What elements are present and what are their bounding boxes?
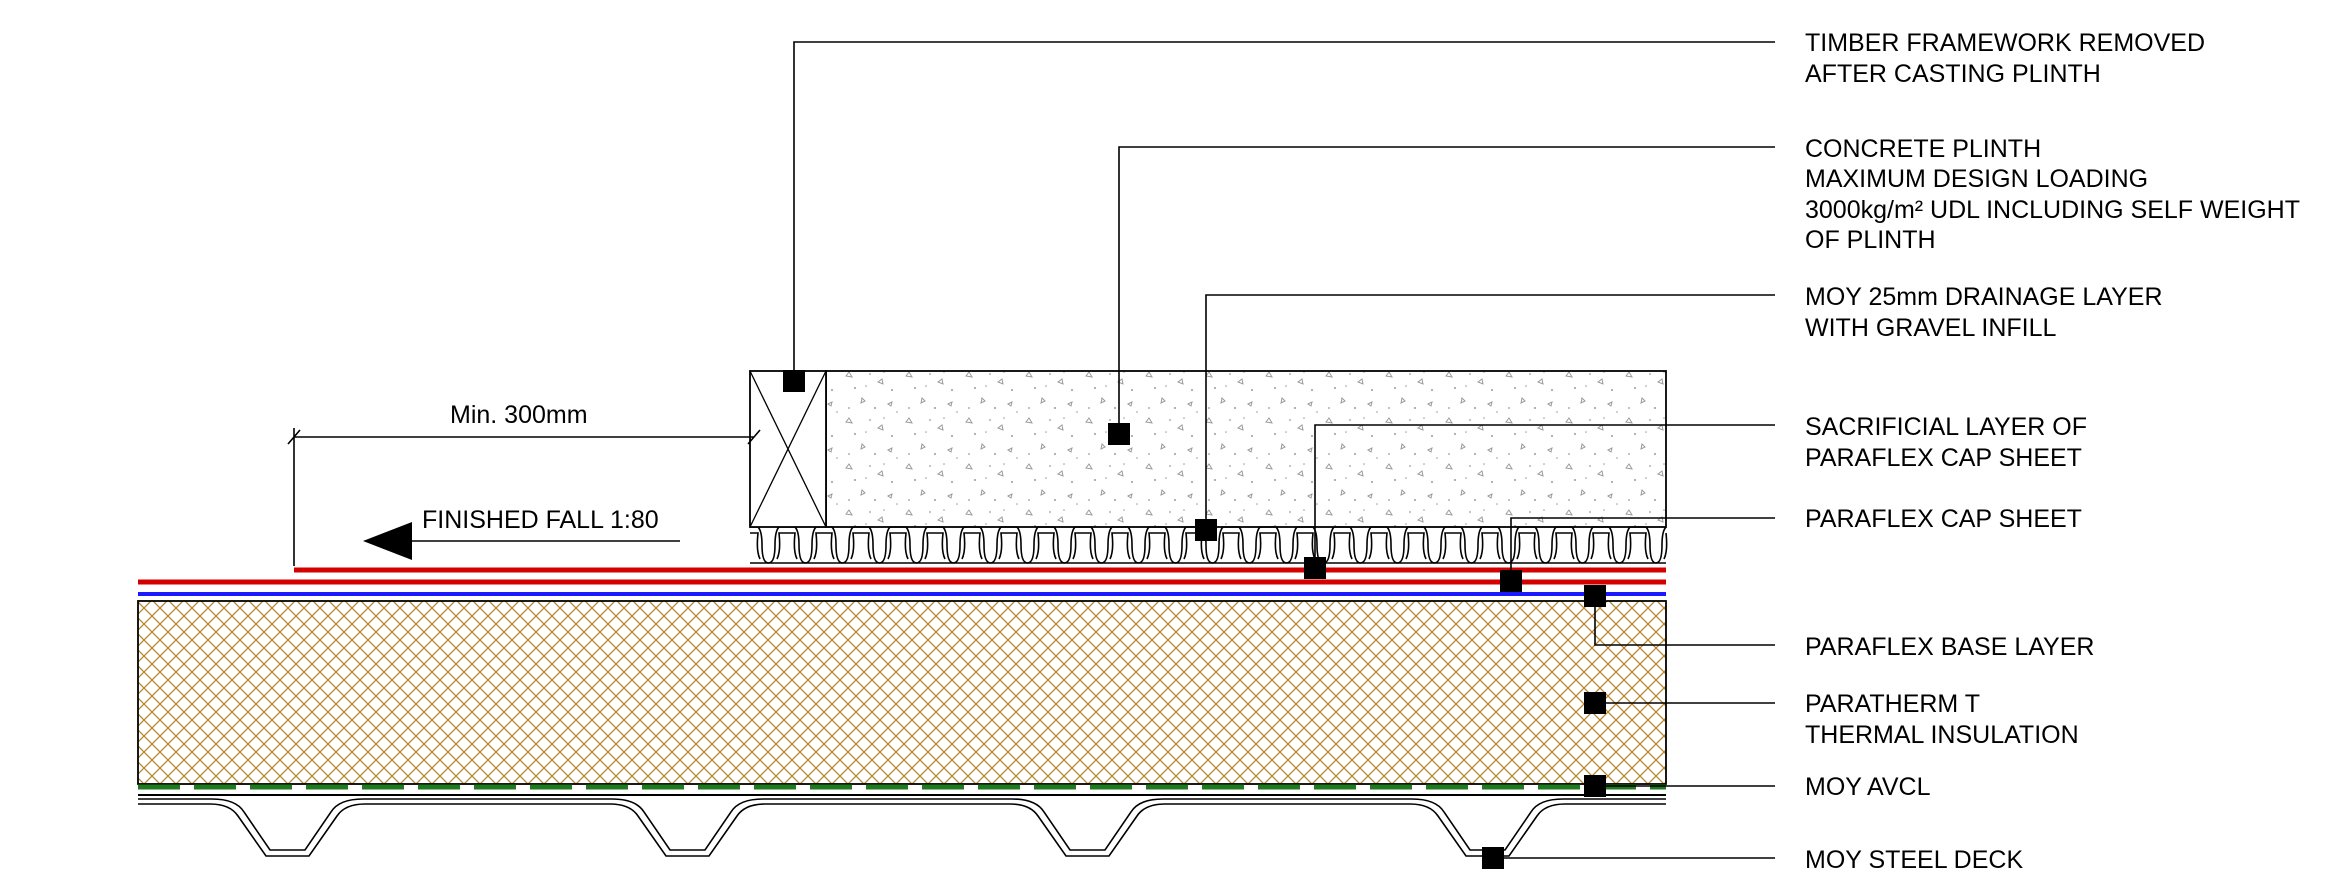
fall-label: FINISHED FALL 1:80 (422, 506, 659, 534)
leader-markers (783, 370, 1606, 869)
dimension-label: Min. 300mm (450, 401, 588, 429)
cap-sheet-label: PARAFLEX CAP SHEET (1805, 505, 2082, 533)
steel-deck-label: MOY STEEL DECK (1805, 846, 2023, 874)
timber-framework (749, 370, 827, 528)
steel-deck-profile (138, 798, 1666, 851)
concrete-plinth-label: CONCRETE PLINTH MAXIMUM DESIGN LOADING 3… (1805, 135, 2307, 254)
steel-deck-profile-inner (138, 803, 1666, 857)
drainage-layer-label: MOY 25mm DRAINAGE LAYER WITH GRAVEL INFI… (1805, 283, 2169, 342)
drainage-layer (750, 526, 1668, 564)
base-layer-label: PARAFLEX BASE LAYER (1805, 633, 2094, 661)
dimension-min-300mm: Min. 300mm (287, 401, 761, 566)
avcl-label: MOY AVCL (1805, 773, 1931, 801)
thermal-insulation-block (137, 600, 1667, 785)
finished-fall-arrow: FINISHED FALL 1:80 (363, 506, 680, 560)
timber-framework-label: TIMBER FRAMEWORK REMOVED AFTER CASTING P… (1805, 29, 2212, 88)
drainage-corrugation-inner (750, 532, 1668, 560)
insulation-label: PARATHERM T THERMAL INSULATION (1805, 690, 2079, 749)
concrete-plinth (825, 370, 1667, 528)
sacrificial-layer-label: SACRIFICIAL LAYER OF PARAFLEX CAP SHEET (1805, 413, 2094, 472)
leader-lines (793, 41, 1775, 859)
